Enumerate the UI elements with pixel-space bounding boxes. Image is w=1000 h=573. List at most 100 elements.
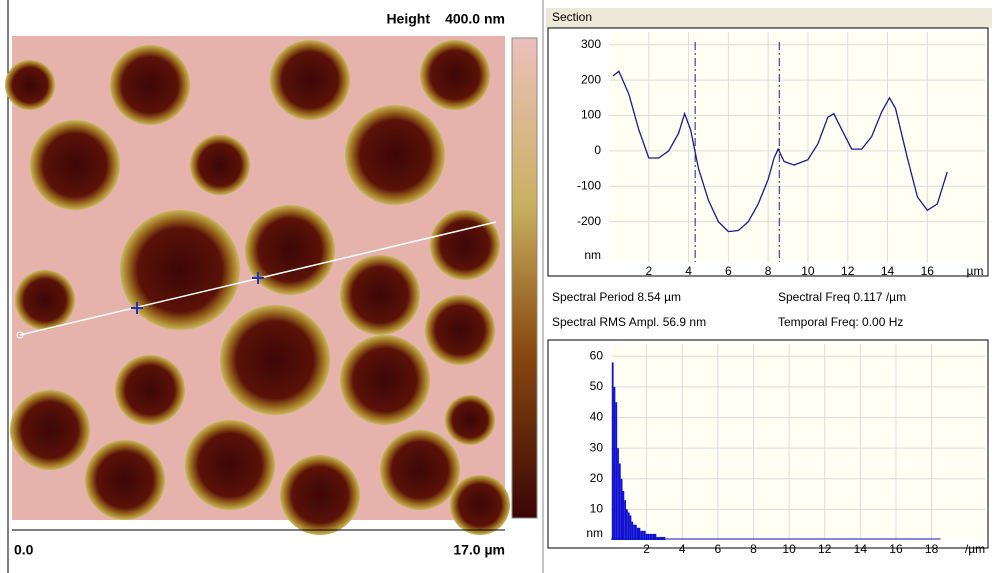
section-header [546,8,992,28]
y-tick-label: 0 [594,143,601,157]
y-tick-label: 20 [590,471,604,485]
x-tick-label: 8 [765,264,772,278]
stat: Spectral Freq 0.117 /µm [778,290,906,304]
blob [245,205,335,295]
x-tick-label: 16 [889,542,903,556]
bar [611,362,614,540]
blob [280,455,360,535]
bar [624,500,627,540]
x-tick-label: 16 [921,264,935,278]
blob [340,255,420,335]
x-tick-label: 18 [925,542,939,556]
line-start [16,331,24,339]
bar [633,524,635,540]
scale-max: 400.0 nm [445,11,505,27]
blob [425,295,495,365]
x-tick-label: 12 [818,542,832,556]
blob [185,420,275,510]
stat: Spectral Period 8.54 µm [552,290,681,304]
blob [420,40,490,110]
bar [658,536,660,540]
bar [622,491,625,540]
blob [270,40,350,120]
plot-area [611,344,985,540]
plot-area [609,32,985,262]
bar [613,386,616,540]
blob [5,60,55,110]
bar [631,521,634,540]
blob [120,210,240,330]
stat: Temporal Freq: 0.00 Hz [778,315,903,329]
y-tick-label: 50 [590,379,604,393]
blob [10,390,90,470]
image-title: Height [386,11,430,27]
bar [634,524,637,540]
bar [629,515,632,540]
bar [617,448,619,540]
x-tick-label: 2 [645,264,652,278]
section-title: Section [552,10,592,24]
bar [654,533,657,540]
blob [450,475,510,535]
blob [345,105,445,205]
y-tick-label: 40 [590,410,604,424]
bar [643,530,646,540]
x-unit: /µm [965,542,985,556]
bar [642,530,644,540]
blob [430,210,500,280]
y-tick-label: -100 [577,178,601,192]
x-tick-label: 8 [750,542,757,556]
y-tick-label: 60 [590,348,604,362]
blob [30,120,120,210]
bar [650,533,653,540]
y-tick-label: 100 [581,108,601,122]
x-tick-label: 14 [881,264,895,278]
bar [640,530,643,540]
bar [659,536,662,540]
blob [220,305,330,415]
x-start: 0.0 [14,542,34,558]
bar [656,536,659,540]
y-tick-label: 300 [581,37,601,51]
blob [15,270,75,330]
x-tick-label: 6 [715,542,722,556]
bar [627,512,630,540]
x-unit: µm [967,264,984,278]
x-tick-label: 10 [782,542,796,556]
x-tick-label: 12 [841,264,855,278]
bar [661,536,664,540]
bar [636,527,639,540]
blobs [5,40,510,535]
x-tick-label: 10 [801,264,815,278]
bar [649,533,651,540]
bar [663,536,666,540]
bar [652,533,655,540]
blob [115,355,185,425]
blob [380,430,460,510]
bar [626,509,628,540]
blob [445,395,495,445]
y-tick-label: 10 [590,502,604,516]
bar [618,463,621,540]
x-tick-label: 2 [643,542,650,556]
stat: Spectral RMS Ampl. 56.9 nm [552,315,706,329]
x-tick-label: 14 [854,542,868,556]
blob [85,440,165,520]
profile-line [612,70,948,233]
bar [615,402,618,540]
color-bar [511,37,538,519]
cursor-marks [131,272,264,314]
y-unit: nm [586,526,603,540]
y-tick-label: 30 [590,440,604,454]
bar [645,533,648,540]
x-tick-label: 4 [685,264,692,278]
bar [647,533,650,540]
x-end: 17.0 µm [453,542,505,558]
blob [110,45,190,125]
y-unit: nm [584,248,601,262]
blob [190,135,250,195]
x-tick-label: 6 [725,264,732,278]
y-tick-label: 200 [581,72,601,86]
